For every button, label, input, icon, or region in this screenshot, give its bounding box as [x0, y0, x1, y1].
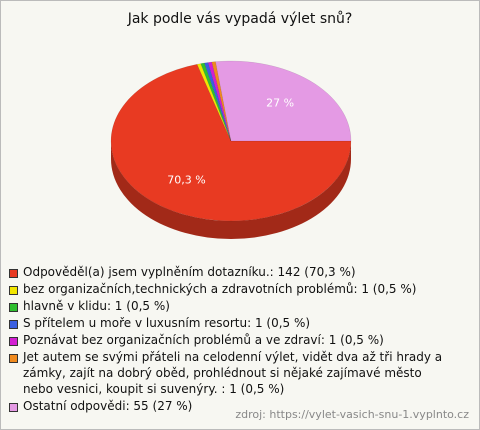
slice: [211, 61, 232, 142]
legend-swatch: [9, 286, 18, 296]
slice: [110, 63, 352, 222]
legend-label: Poznávat bez organizačních problémů a ve…: [23, 333, 384, 348]
legend-item: Jet autem se svými přáteli na celodenní …: [9, 350, 454, 397]
legend-swatch: [9, 303, 18, 313]
data-label: 70,3 %: [167, 174, 205, 187]
slice: [207, 61, 232, 142]
legend-item: Odpověděl(a) jsem vyplněním dotazníku.: …: [9, 265, 454, 281]
legend-swatch: [9, 269, 18, 278]
legend-item: Poznávat bez organizačních problémů a ve…: [9, 333, 454, 349]
legend-label: Ostatní odpovědi: 55 (27 %): [23, 398, 193, 413]
slice-side: [111, 141, 351, 239]
chart-title: Jak podle vás vypadá výlet snů?: [127, 11, 353, 27]
legend-item: bez organizačních,technických a zdravotn…: [9, 282, 454, 298]
legend-item: S přítelem u moře v luxusním resortu: 1 …: [9, 316, 454, 332]
legend-swatch: [9, 320, 18, 330]
legend-swatch: [9, 337, 18, 347]
legend-label: Odpověděl(a) jsem vyplněním dotazníku.: …: [23, 265, 356, 279]
legend-label: Jet autem se svými přáteli na celodenní …: [23, 350, 443, 396]
legend: Odpověděl(a) jsem vyplněním dotazníku.: …: [9, 265, 454, 416]
data-label: 27 %: [266, 97, 294, 110]
legend-swatch: [9, 402, 18, 412]
slice: [200, 62, 232, 142]
legend-label: S přítelem u moře v luxusním resortu: 1 …: [23, 316, 311, 331]
slice: [215, 60, 352, 142]
source: zdroj: https://vylet-vasich-snu-1.vyplnt…: [235, 408, 469, 421]
legend-item: hlavně v klidu: 1 (0,5 %): [9, 299, 454, 315]
slice: [204, 62, 232, 142]
pie: 70,3 % 27 %: [110, 60, 352, 239]
legend-label: bez organizačních,technických a zdravotn…: [23, 282, 417, 297]
slice: [196, 63, 232, 142]
legend-swatch: [9, 354, 18, 364]
legend-item: Ostatní odpovědi: 55 (27 %): [9, 399, 454, 415]
legend-label: hlavně v klidu: 1 (0,5 %): [23, 299, 170, 314]
